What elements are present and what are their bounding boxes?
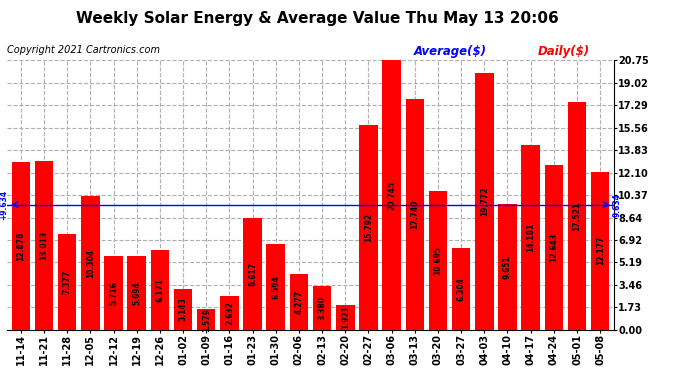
Bar [498, 204, 517, 330]
Text: 12.177: 12.177 [595, 236, 604, 266]
Bar [290, 274, 308, 330]
Text: 8.617: 8.617 [248, 262, 257, 286]
Text: Weekly Solar Energy & Average Value Thu May 13 20:06: Weekly Solar Energy & Average Value Thu … [76, 11, 559, 26]
Text: Average($): Average($) [414, 45, 487, 58]
Bar [336, 305, 355, 330]
Text: +9.634: +9.634 [0, 190, 8, 220]
Text: 6.171: 6.171 [155, 278, 164, 302]
Text: 15.792: 15.792 [364, 213, 373, 242]
Bar [522, 146, 540, 330]
Bar [174, 289, 193, 330]
Text: 9.634: 9.634 [613, 193, 622, 217]
Text: 2.632: 2.632 [225, 301, 234, 325]
Text: 6.594: 6.594 [271, 275, 280, 299]
Text: 10.304: 10.304 [86, 248, 95, 278]
Bar [128, 256, 146, 330]
Bar [382, 60, 401, 330]
Bar [406, 99, 424, 330]
Text: 14.181: 14.181 [526, 223, 535, 252]
Text: 20.745: 20.745 [387, 180, 396, 210]
Bar [34, 160, 53, 330]
Text: 6.304: 6.304 [457, 277, 466, 301]
Bar [591, 171, 609, 330]
Bar [244, 218, 262, 330]
Bar [81, 196, 99, 330]
Bar [266, 244, 285, 330]
Text: 17.521: 17.521 [573, 201, 582, 231]
Text: 12.643: 12.643 [549, 233, 558, 262]
Text: 3.143: 3.143 [179, 298, 188, 321]
Text: 19.772: 19.772 [480, 187, 489, 216]
Text: 17.740: 17.740 [411, 200, 420, 229]
Bar [544, 165, 563, 330]
Bar [150, 250, 169, 330]
Bar [12, 162, 30, 330]
Bar [220, 296, 239, 330]
Text: 10.695: 10.695 [433, 246, 442, 275]
Text: 3.380: 3.380 [317, 296, 326, 320]
Bar [313, 286, 331, 330]
Text: 9.651: 9.651 [503, 255, 512, 279]
Bar [428, 191, 447, 330]
Text: 5.694: 5.694 [132, 281, 141, 305]
Text: 4.277: 4.277 [295, 290, 304, 314]
Bar [475, 73, 493, 330]
Bar [104, 256, 123, 330]
Text: 5.716: 5.716 [109, 281, 118, 305]
Text: 13.013: 13.013 [39, 231, 48, 260]
Text: Daily($): Daily($) [538, 45, 591, 58]
Bar [568, 102, 586, 330]
Text: 7.377: 7.377 [63, 270, 72, 294]
Bar [197, 309, 215, 330]
Bar [58, 234, 77, 330]
Text: 1.579: 1.579 [201, 308, 210, 332]
Bar [452, 248, 471, 330]
Text: 1.921: 1.921 [341, 306, 350, 330]
Text: 12.878: 12.878 [17, 231, 26, 261]
Text: Copyright 2021 Cartronics.com: Copyright 2021 Cartronics.com [7, 45, 160, 55]
Bar [359, 124, 377, 330]
